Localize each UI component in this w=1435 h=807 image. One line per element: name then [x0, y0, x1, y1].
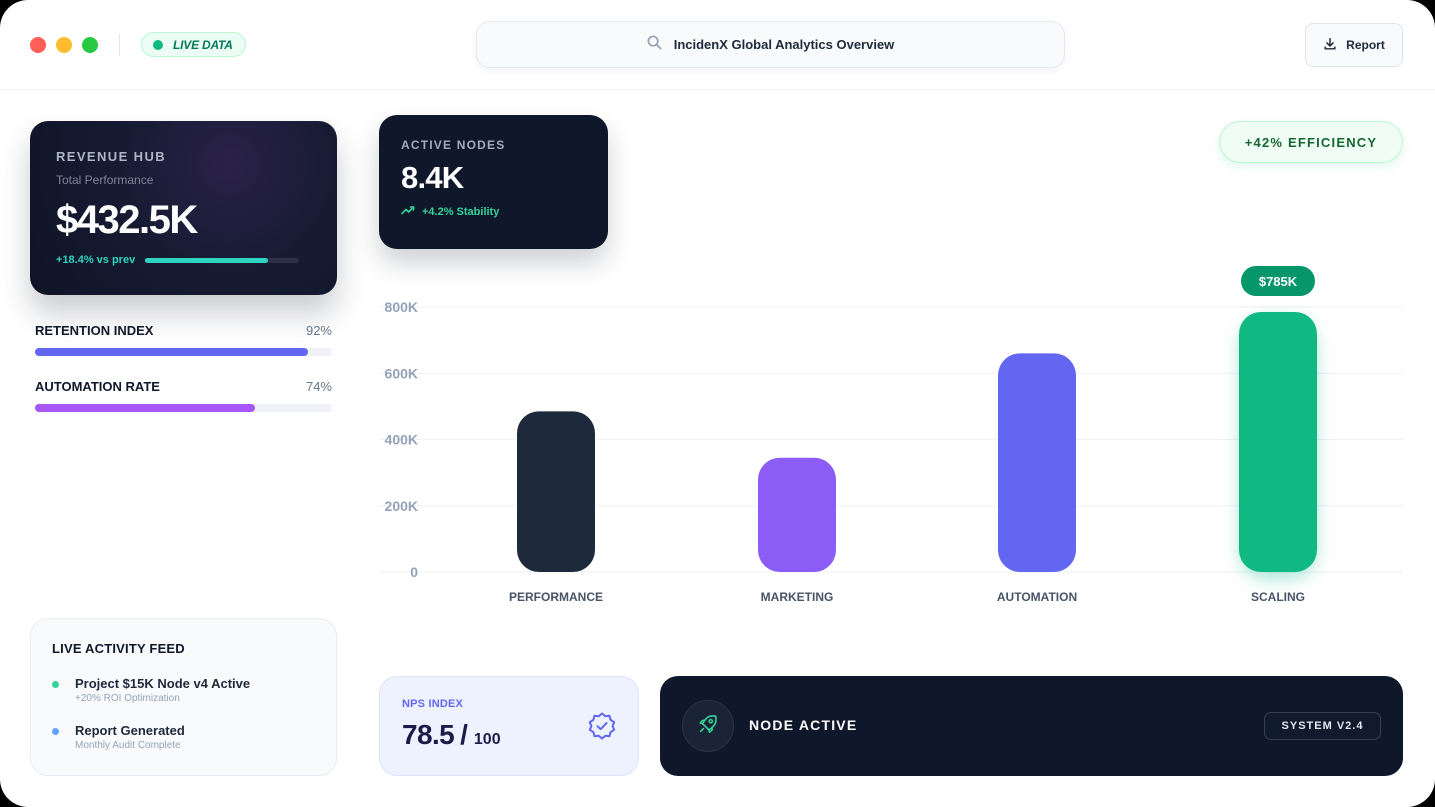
metric-value: 92%: [305, 323, 332, 338]
revenue-subtitle: Total Performance: [56, 173, 154, 187]
revenue-bar-chart: 0 200K 400K 600K 800K PERFORMANCE MARKETING AUT…: [360, 260, 1420, 620]
active-nodes-trend-label: +4.2% Stability: [422, 205, 500, 218]
metric-progress-track: [35, 348, 332, 356]
x-tick-label: SCALING: [1251, 590, 1305, 604]
feed-bullet: [52, 681, 59, 688]
revenue-hub-title: REVENUE HUB: [56, 149, 167, 164]
nps-value: 78.5: [402, 719, 455, 750]
bar-value-label: $785K: [1259, 274, 1298, 289]
revenue-progress-fill: [145, 257, 269, 263]
maximize-window-button[interactable]: [82, 37, 98, 53]
verified-badge-icon: [587, 711, 617, 746]
metric-name: RETENTION INDEX: [35, 323, 154, 338]
system-version-badge[interactable]: SYSTEM V2.4: [1264, 712, 1381, 740]
top-bar: LIVE DATA IncidenX Global Analytics Over…: [0, 0, 1435, 90]
node-active-label: NODE ACTIVE: [749, 717, 858, 733]
bar-value-pill: [1241, 265, 1315, 296]
revenue-progress-track: [145, 257, 300, 263]
divider: [119, 34, 120, 56]
automation-rate-metric: AUTOMATION RATE 74%: [35, 379, 332, 412]
feed-item[interactable]: Project $15K Node v4 Active +20% ROI Opt…: [52, 676, 250, 704]
window-controls: [30, 37, 98, 53]
rocket-icon: [697, 713, 719, 740]
feed-bullet: [52, 728, 59, 735]
y-tick-label: 400K: [385, 432, 418, 448]
feed-item-title: Report Generated: [75, 723, 185, 738]
bar-chart-canvas: 0 200K 400K 600K 800K PERFORMANCE MARKETING AUT…: [380, 265, 1403, 604]
search-title: IncidenX Global Analytics Overview: [673, 37, 895, 52]
efficiency-badge: +42% EFFICIENCY: [1219, 121, 1403, 163]
metric-name: AUTOMATION RATE: [35, 379, 160, 394]
metric-progress-fill: [35, 404, 255, 412]
feed-item-subtitle: Monthly Audit Complete: [75, 740, 181, 751]
search-bar[interactable]: IncidenX Global Analytics Overview: [476, 21, 1065, 68]
live-activity-feed: LIVE ACTIVITY FEED Project $15K Node v4 …: [30, 618, 337, 776]
y-tick-label: 0: [410, 564, 418, 580]
nps-title: NPS INDEX: [402, 698, 464, 710]
feed-item-title: Project $15K Node v4 Active: [75, 676, 251, 691]
retention-index-metric: RETENTION INDEX 92%: [35, 323, 332, 356]
metric-progress-track: [35, 404, 332, 412]
feed-title: LIVE ACTIVITY FEED: [52, 641, 185, 656]
trending-up-icon: [401, 205, 415, 218]
active-nodes-title: ACTIVE NODES: [401, 138, 506, 152]
live-data-label: LIVE DATA: [173, 37, 233, 52]
bar-performance[interactable]: [517, 411, 595, 572]
revenue-trend: +18.4% vs prev: [56, 254, 136, 266]
y-tick-label: 800K: [385, 299, 418, 315]
nps-score: 78.5 / 100: [402, 719, 616, 751]
y-tick-label: 200K: [385, 498, 418, 514]
feed-item[interactable]: Report Generated Monthly Audit Complete: [52, 723, 185, 751]
nps-max: 100: [473, 731, 501, 748]
y-tick-label: 600K: [385, 365, 418, 381]
minimize-window-button[interactable]: [56, 37, 72, 53]
nps-slash: /: [460, 719, 468, 750]
x-tick-label: PERFORMANCE: [509, 590, 603, 604]
metric-value: 74%: [305, 379, 332, 394]
report-button-label: Report: [1346, 38, 1385, 52]
revenue-hub-card: REVENUE HUB Total Performance $432.5K +1…: [30, 121, 337, 295]
x-tick-label: MARKETING: [761, 590, 834, 604]
active-nodes-card: ACTIVE NODES 8.4K +4.2% Stability: [379, 115, 608, 249]
active-nodes-trend: +4.2% Stability: [401, 205, 586, 218]
node-status-bar: NODE ACTIVE SYSTEM V2.4: [660, 676, 1403, 776]
close-window-button[interactable]: [30, 37, 46, 53]
bar-marketing[interactable]: [758, 457, 836, 572]
nps-index-card: NPS INDEX 78.5 / 100: [379, 676, 639, 776]
search-icon: [647, 35, 662, 55]
x-tick-label: AUTOMATION: [997, 590, 1077, 604]
metric-progress-fill: [35, 348, 309, 356]
feed-item-subtitle: +20% ROI Optimization: [75, 693, 180, 704]
download-icon: [1323, 37, 1337, 54]
bar-scaling[interactable]: [1239, 311, 1317, 572]
revenue-value: $432.5K: [56, 198, 198, 242]
bar-automation[interactable]: [998, 353, 1076, 572]
report-button[interactable]: Report: [1305, 23, 1403, 67]
live-data-badge: LIVE DATA: [141, 32, 246, 57]
node-icon-wrapper: [682, 700, 734, 752]
active-nodes-value: 8.4K: [401, 160, 464, 195]
live-status-dot: [153, 39, 163, 50]
revenue-trend-row: +18.4% vs prev: [56, 254, 300, 266]
